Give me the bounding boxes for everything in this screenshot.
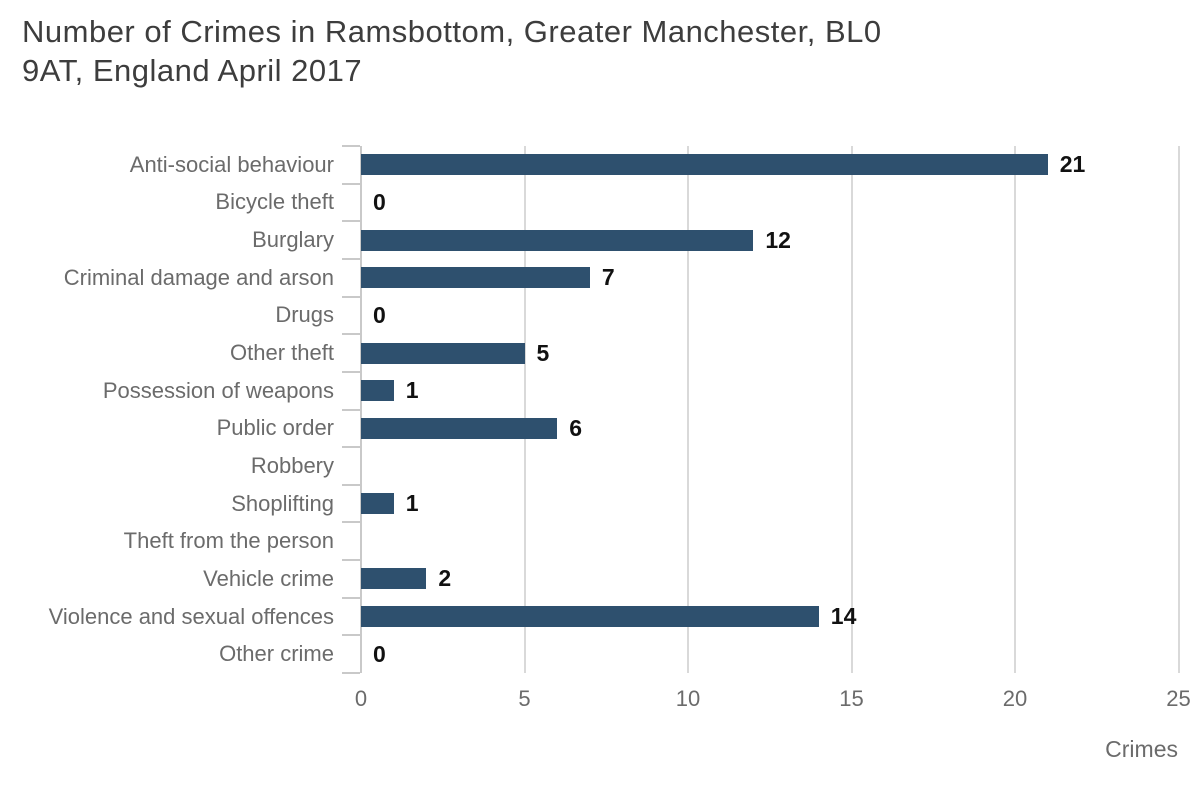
bar-burglary <box>361 229 754 251</box>
value-label-anti-social-behaviour: 21 <box>1059 151 1086 178</box>
chart-title: Number of Crimes in Ramsbottom, Greater … <box>22 12 882 90</box>
bar-other-theft <box>361 342 525 364</box>
value-label-violence-and-sexual-offences: 14 <box>830 603 857 630</box>
grid-line-25 <box>1177 146 1180 673</box>
bar-criminal-damage-and-arson <box>361 267 590 289</box>
category-label-public-order: Public order <box>216 415 334 441</box>
value-label-drugs: 0 <box>373 301 386 328</box>
category-label-robbery: Robbery <box>250 452 334 478</box>
category-label-other-theft: Other theft <box>230 340 334 366</box>
y-axis-tick <box>342 521 360 524</box>
y-axis-tick <box>342 370 360 373</box>
value-label-shoplifting: 1 <box>405 490 419 517</box>
x-tick-label-10: 10 <box>675 686 701 711</box>
x-tick-label-20: 20 <box>1002 686 1028 711</box>
category-label-drugs: Drugs <box>275 302 334 328</box>
y-axis-tick <box>342 408 360 411</box>
chart-title-line-1: Number of Crimes in Ramsbottom, Greater … <box>22 14 882 49</box>
category-label-possession-of-weapons: Possession of weapons <box>102 377 334 403</box>
value-label-other-theft: 5 <box>536 339 550 366</box>
value-label-criminal-damage-and-arson: 7 <box>601 264 615 291</box>
chart-title-line-2: 9AT, England April 2017 <box>22 53 363 88</box>
y-axis-tick <box>342 672 360 674</box>
x-axis-tick-labels: 0 5 10 15 20 25 <box>355 686 1191 716</box>
category-label-theft-from-the-person: Theft from the person <box>123 528 334 554</box>
value-label-vehicle-crime: 2 <box>438 565 452 592</box>
grid-line-20 <box>1014 146 1016 673</box>
grid-line-5 <box>523 146 526 673</box>
y-axis-tick <box>342 145 360 147</box>
x-axis-title: Crimes <box>1105 736 1178 762</box>
category-label-anti-social-behaviour: Anti-social behaviour <box>129 151 334 177</box>
category-label-burglary: Burglary <box>252 227 334 253</box>
category-label-violence-and-sexual-offences: Violence and sexual offences <box>48 603 334 629</box>
y-axis-line <box>360 146 362 673</box>
y-axis-tick <box>342 257 360 260</box>
category-label-shoplifting: Shoplifting <box>231 490 334 516</box>
bar-anti-social-behaviour <box>361 154 1048 176</box>
category-label-bicycle-theft: Bicycle theft <box>215 189 334 215</box>
y-axis-tick <box>342 596 360 599</box>
category-label-other-crime: Other crime <box>219 641 334 667</box>
y-axis-tick <box>342 295 360 298</box>
x-tick-label-5: 5 <box>518 686 531 711</box>
y-axis-category-labels: Anti-social behaviour Bicycle theft Burgla… <box>0 146 334 673</box>
value-label-possession-of-weapons: 1 <box>405 377 419 404</box>
y-axis-tick <box>342 446 360 449</box>
bar-possession-of-weapons <box>361 380 394 402</box>
y-axis-tick <box>342 483 360 486</box>
x-tick-label-25: 25 <box>1166 686 1191 711</box>
x-tick-label-0: 0 <box>354 686 368 711</box>
value-label-other-crime: 0 <box>373 640 386 667</box>
value-label-bicycle-theft: 0 <box>373 188 386 215</box>
grid-line-10 <box>687 146 689 673</box>
plot-area: 21 0 12 7 0 5 1 6 1 2 14 0 <box>342 145 1180 674</box>
y-axis-tick <box>342 182 360 185</box>
grid-line-15 <box>850 146 853 673</box>
category-label-vehicle-crime: Vehicle crime <box>203 565 334 591</box>
bar-public-order <box>361 417 558 439</box>
y-axis-tick <box>342 634 360 637</box>
value-label-public-order: 6 <box>569 414 582 441</box>
value-label-burglary: 12 <box>765 226 791 253</box>
y-axis-tick <box>342 333 360 336</box>
category-label-criminal-damage-and-arson: Criminal damage and arson <box>63 264 334 290</box>
y-axis-tick <box>342 220 360 223</box>
y-axis-tick <box>342 559 360 562</box>
bar-shoplifting <box>361 493 394 515</box>
bar-vehicle-crime <box>361 568 427 590</box>
bar-violence-and-sexual-offences <box>361 606 819 628</box>
x-tick-label-15: 15 <box>839 686 864 711</box>
